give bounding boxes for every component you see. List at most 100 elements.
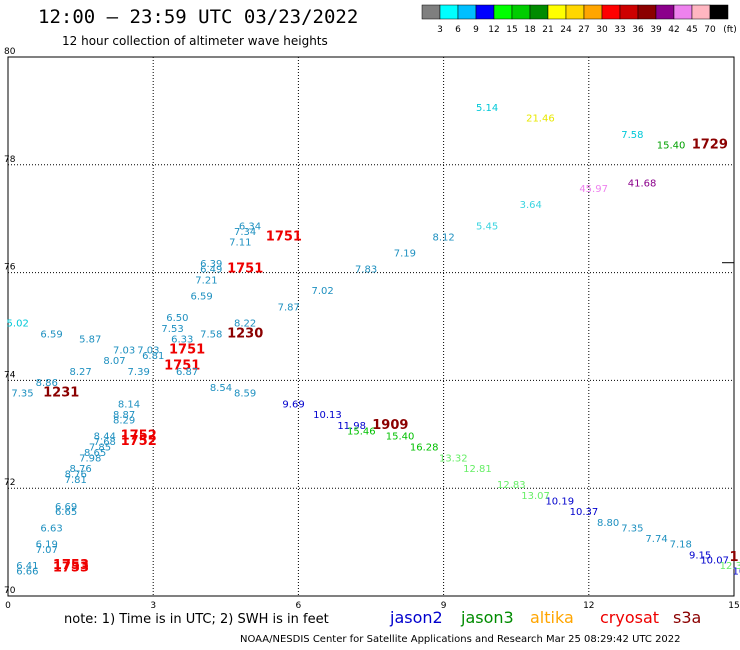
wave-height-label: 5.02 <box>7 319 29 330</box>
legend-altika: altika <box>530 608 574 627</box>
wave-height-label: 10.13 <box>313 410 342 421</box>
x-tick-label: 3 <box>150 601 156 611</box>
y-tick-label: 76 <box>4 263 16 273</box>
orbit-time-label: 1729 <box>692 138 728 153</box>
wave-height-label: 16.28 <box>410 442 439 453</box>
chart-subtitle: 12 hour collection of altimeter wave hei… <box>62 34 328 48</box>
orbit-time-label: 1753 <box>53 558 89 573</box>
orbit-time-label: 1753 <box>53 561 89 576</box>
wave-height-label: 6.65 <box>55 507 77 518</box>
x-tick-label: 15 <box>728 601 739 611</box>
wave-height-label: 7.21 <box>195 275 217 286</box>
y-tick-label: 70 <box>4 586 16 596</box>
wave-height-label: 6.19 <box>36 539 58 550</box>
colorbar-tick-label: 6 <box>455 25 461 35</box>
orbit-time-label: 1751 <box>227 262 263 277</box>
wave-height-label: 8.80 <box>597 518 619 529</box>
wave-height-label: 6.87 <box>176 367 198 378</box>
orbit-time-label: 1231 <box>43 386 79 401</box>
colorbar-tick-label: 70 <box>704 25 716 35</box>
wave-height-label: 7.87 <box>278 302 300 313</box>
wave-height-label: 10.07 <box>700 556 729 567</box>
colorbar-tick-label: 3 <box>437 25 443 35</box>
wave-height-label: 7.98 <box>79 453 101 464</box>
wave-height-label: 15.46 <box>347 426 376 437</box>
wave-height-label: 7.34 <box>234 227 256 238</box>
y-tick-label: 78 <box>4 155 16 165</box>
colorbar-tick-label: 42 <box>668 25 679 35</box>
wave-height-label: 8.86 <box>36 378 58 389</box>
colorbar-tick-label: 24 <box>560 25 572 35</box>
wave-height-label: 6.50 <box>166 313 188 324</box>
x-tick-label: 9 <box>441 601 447 611</box>
y-tick-label: 74 <box>4 370 16 380</box>
colorbar-tick-label: 30 <box>596 25 608 35</box>
orbit-time-label: 1751 <box>164 359 200 374</box>
wave-height-label: 7.74 <box>645 534 667 545</box>
footer-credit: NOAA/NESDIS Center for Satellite Applica… <box>240 634 681 645</box>
orbit-time-label: 1230 <box>227 326 263 341</box>
wave-height-label: 6.33 <box>171 335 193 346</box>
wave-height-label: 7.35 <box>621 523 643 534</box>
footer-note: note: 1) Time is in UTC; 2) SWH is in fe… <box>64 612 329 627</box>
wave-height-label: 9.15 <box>689 550 711 561</box>
wave-height-label: 13.07 <box>521 491 550 502</box>
wave-height-label: 6.66 <box>16 566 38 577</box>
wave-height-label: 7.03 <box>137 345 159 356</box>
orbit-time-label: 1752 <box>121 429 157 444</box>
wave-height-label: 5.87 <box>79 335 101 346</box>
wave-height-label: 10.37 <box>570 507 599 518</box>
wave-height-label: 15.40 <box>386 432 415 443</box>
wave-height-label: 7.39 <box>128 367 150 378</box>
orbit-time-label: 1909 <box>372 418 408 433</box>
chart-title: 12:00 – 23:59 UTC 03/23/2022 <box>38 6 359 28</box>
x-tick-label: 6 <box>296 601 302 611</box>
wave-height-label: 41.68 <box>628 178 657 189</box>
orbit-time-label: 1751 <box>169 342 205 357</box>
orbit-time-label: 1 <box>729 550 738 565</box>
wave-height-label: 10.19 <box>545 496 574 507</box>
wave-height-label: 8.44 <box>94 432 116 443</box>
legend-s3a: s3a <box>673 608 702 627</box>
wave-height-label: 7.03 <box>113 345 135 356</box>
y-tick-label: 80 <box>4 47 16 57</box>
wave-height-label: 12.81 <box>463 464 492 475</box>
wave-height-label: 8.54 <box>210 383 232 394</box>
wave-height-label: 7.58 <box>200 329 222 340</box>
colorbar-tick-label: 36 <box>632 25 644 35</box>
colorbar-tick-label: 45 <box>686 25 697 35</box>
wave-height-label: 8.65 <box>84 448 106 459</box>
colorbar-tick-label: 18 <box>524 25 536 35</box>
wave-height-label: 10 <box>732 566 740 577</box>
y-tick-label: 72 <box>4 478 15 488</box>
colorbar-swatch <box>709 4 729 20</box>
orbit-time-label: 1752 <box>121 434 157 449</box>
colorbar-tick-label: 12 <box>488 25 499 35</box>
wave-height-label: 5.14 <box>476 103 498 114</box>
wave-height-label: 13.32 <box>439 453 468 464</box>
orbit-time-label: 1751 <box>266 229 302 244</box>
wave-height-label: 8.76 <box>65 469 87 480</box>
wave-height-label: 6.41 <box>16 561 38 572</box>
wave-height-label: 8.12 <box>432 232 454 243</box>
wave-height-label: 8.87 <box>113 410 135 421</box>
colorbar-tick-label: 21 <box>542 25 553 35</box>
plot-frame <box>7 56 735 597</box>
wave-height-label: 45.97 <box>579 184 608 195</box>
wave-height-label: 8.14 <box>118 399 140 410</box>
wave-height-label: 7.81 <box>65 475 87 486</box>
wave-height-label: 7.19 <box>394 248 416 259</box>
wave-height-label: 15.40 <box>657 141 686 152</box>
wave-height-label: 8.59 <box>234 389 256 400</box>
colorbar-unit: (ft) <box>723 25 737 35</box>
wave-height-label: 21.46 <box>526 114 555 125</box>
wave-height-label: 6.69 <box>55 502 77 513</box>
wave-height-label: 7.53 <box>161 324 183 335</box>
wave-height-colorbar: 3 6 9 12 15 18 21 24 27 30 33 36 39 42 45 70 (ft) <box>421 4 737 35</box>
wave-height-label: 12.39 <box>720 561 740 572</box>
wave-height-label: 7.85 <box>89 442 111 453</box>
legend-jason3: jason3 <box>461 608 514 627</box>
wave-height-label: 5.45 <box>476 221 498 232</box>
wave-height-label: 11.98 <box>337 421 366 432</box>
